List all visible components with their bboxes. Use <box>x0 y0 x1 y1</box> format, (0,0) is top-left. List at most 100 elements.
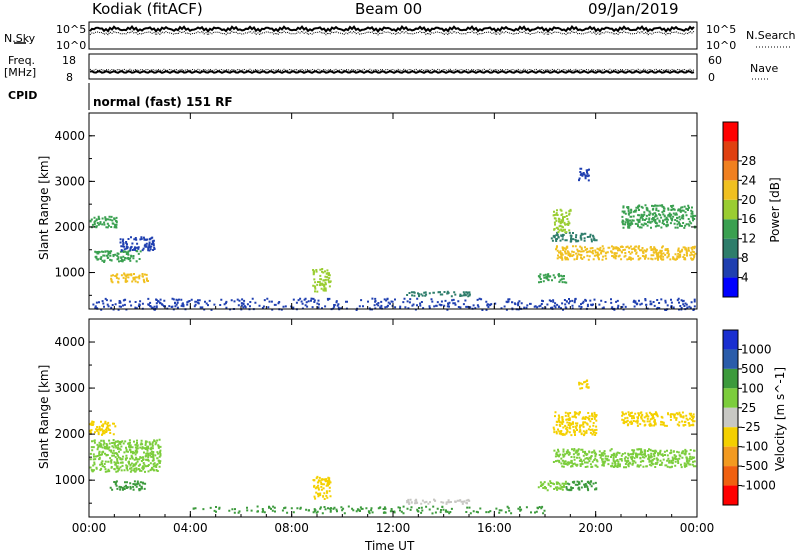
colorbar-segment-1 <box>723 349 738 369</box>
colorbar-tick-label-2: 12 <box>741 232 756 246</box>
y-tick-label-1: 2000 <box>54 427 85 441</box>
power-colorbar-title: Power [dB] <box>768 177 782 243</box>
colorbar-segment-4 <box>723 407 738 428</box>
x-tick-label-0: 00:00 <box>72 521 107 535</box>
echo-region-7 <box>552 448 697 469</box>
x-tick-label-3: 12:00 <box>376 521 411 535</box>
colorbar-tick-label-1: 8 <box>741 251 749 265</box>
echo-region-9 <box>621 411 696 427</box>
colorbar-segment-8 <box>723 485 738 505</box>
echo-region-2 <box>110 272 149 284</box>
echo-layer <box>89 167 697 311</box>
panel-frame <box>88 112 698 310</box>
colorbar-segment-7 <box>723 141 738 161</box>
y-tick-label-2: 3000 <box>54 381 85 395</box>
colorbar-tick-label-1: 500 <box>741 362 764 376</box>
nave-label: Nave <box>750 62 779 75</box>
velocity-panel: 00:00 04:00 08:00 12:00 16:00 20:00 00:00 1000 2… <box>54 318 776 535</box>
colorbar-segment-6 <box>723 160 738 181</box>
y-tick-label-2: 3000 <box>54 174 85 188</box>
colorbar-segment-0 <box>723 330 738 350</box>
freq-box <box>88 53 698 80</box>
velocity-colorbar-title: Velocity [m s^-1] <box>773 366 787 472</box>
x-tick-label-2: 08:00 <box>274 521 309 535</box>
colorbar-tick-label-6: -500 <box>741 459 768 473</box>
echo-region-2 <box>109 480 147 492</box>
date-title: 09/Jan/2019 <box>588 0 679 18</box>
colorbar-segment-5 <box>723 180 738 200</box>
echo-region-5 <box>537 480 567 492</box>
top-strip <box>14 21 790 110</box>
echo-region-11 <box>578 167 590 182</box>
freq-unit: [MHz] <box>4 66 37 79</box>
echo-region-3 <box>119 236 156 252</box>
colorbar-frame <box>722 121 739 298</box>
colorbar-segment-2 <box>723 238 738 259</box>
colorbar-segment-8 <box>723 122 738 142</box>
panel-frame <box>88 318 698 518</box>
y-tick-label-1: 2000 <box>54 220 85 234</box>
freq-trace <box>89 70 695 74</box>
echo-region-1 <box>89 438 162 473</box>
colorbar-segment-3 <box>723 388 738 408</box>
freq-label: Freq. <box>8 54 36 67</box>
velocity-ylabel: Slant Range [km] <box>37 364 51 469</box>
y-tick-label-3: 4000 <box>54 335 85 349</box>
colorbar-tick-label-7: -1000 <box>741 479 776 493</box>
station-title: Kodiak (fitACF) <box>92 0 203 18</box>
y-tick-label-0: 1000 <box>54 473 85 487</box>
nsearch-label: N.Search <box>746 29 796 42</box>
echo-region-1 <box>94 249 142 263</box>
colorbar-tick-label-0: 1000 <box>741 342 772 356</box>
colorbar-frame <box>722 329 739 506</box>
echo-region-3 <box>312 475 332 500</box>
echo-region-5 <box>406 290 471 298</box>
noise-tick-right-bottom: 10^0 <box>706 39 737 52</box>
echo-region-0 <box>89 420 117 436</box>
colorbar-tick-label-2: 100 <box>741 381 764 395</box>
nave-tick-top: 60 <box>708 54 722 67</box>
echo-region-9 <box>552 208 572 234</box>
nsky-label: N.Sky <box>4 32 36 45</box>
cpid-value: normal (fast) 151 RF <box>93 95 233 109</box>
freq-tick-top: 18 <box>62 54 76 67</box>
colorbar-segment-5 <box>723 427 738 447</box>
colorbar-segment-1 <box>723 258 738 278</box>
power-panel: 1000 2000 3000 4000 4 8 12 16 20 24 28 <box>54 112 756 311</box>
colorbar: 1000 500 100 25 -25 -100 -500 -1000 <box>722 329 776 506</box>
colorbar-segment-4 <box>723 199 738 220</box>
noise-box <box>88 21 698 50</box>
echo-region-8 <box>552 411 598 437</box>
colorbar-segment-0 <box>723 277 738 297</box>
colorbar-tick-label-3: 16 <box>741 212 756 226</box>
colorbar-tick-label-4: 20 <box>741 193 756 207</box>
noise-tick-left-top: 10^5 <box>56 23 87 36</box>
colorbar-segment-7 <box>723 466 738 486</box>
echo-region-4 <box>312 268 332 293</box>
echo-region-10 <box>578 379 590 390</box>
x-tick-label-6: 00:00 <box>680 521 715 535</box>
echo-region-0 <box>89 215 118 229</box>
beam-title: Beam 00 <box>355 0 423 18</box>
freq-tick-bottom: 8 <box>66 71 73 84</box>
x-tick-label-1: 04:00 <box>173 521 208 535</box>
echo-region-4 <box>406 498 471 505</box>
colorbar-segment-6 <box>723 446 738 467</box>
colorbar-tick-label-4: -25 <box>741 420 761 434</box>
x-axis-title: Time UT <box>365 539 415 553</box>
echo-layer <box>89 379 697 515</box>
x-tick-label-5: 20:00 <box>578 521 613 535</box>
noise-tick-right-top: 10^5 <box>706 23 737 36</box>
colorbar-segment-2 <box>723 368 738 389</box>
colorbar-tick-label-3: 25 <box>741 401 756 415</box>
colorbar-tick-label-0: 4 <box>741 271 749 285</box>
nave-trace <box>89 68 695 72</box>
y-tick-label-0: 1000 <box>54 266 85 280</box>
cpid-label: CPID <box>8 89 38 102</box>
colorbar-segment-3 <box>723 219 738 239</box>
echo-region-8 <box>550 231 598 243</box>
echo-region-6 <box>537 273 568 284</box>
colorbar: 4 8 12 16 20 24 28 <box>722 121 756 298</box>
echo-region-10 <box>621 204 697 229</box>
